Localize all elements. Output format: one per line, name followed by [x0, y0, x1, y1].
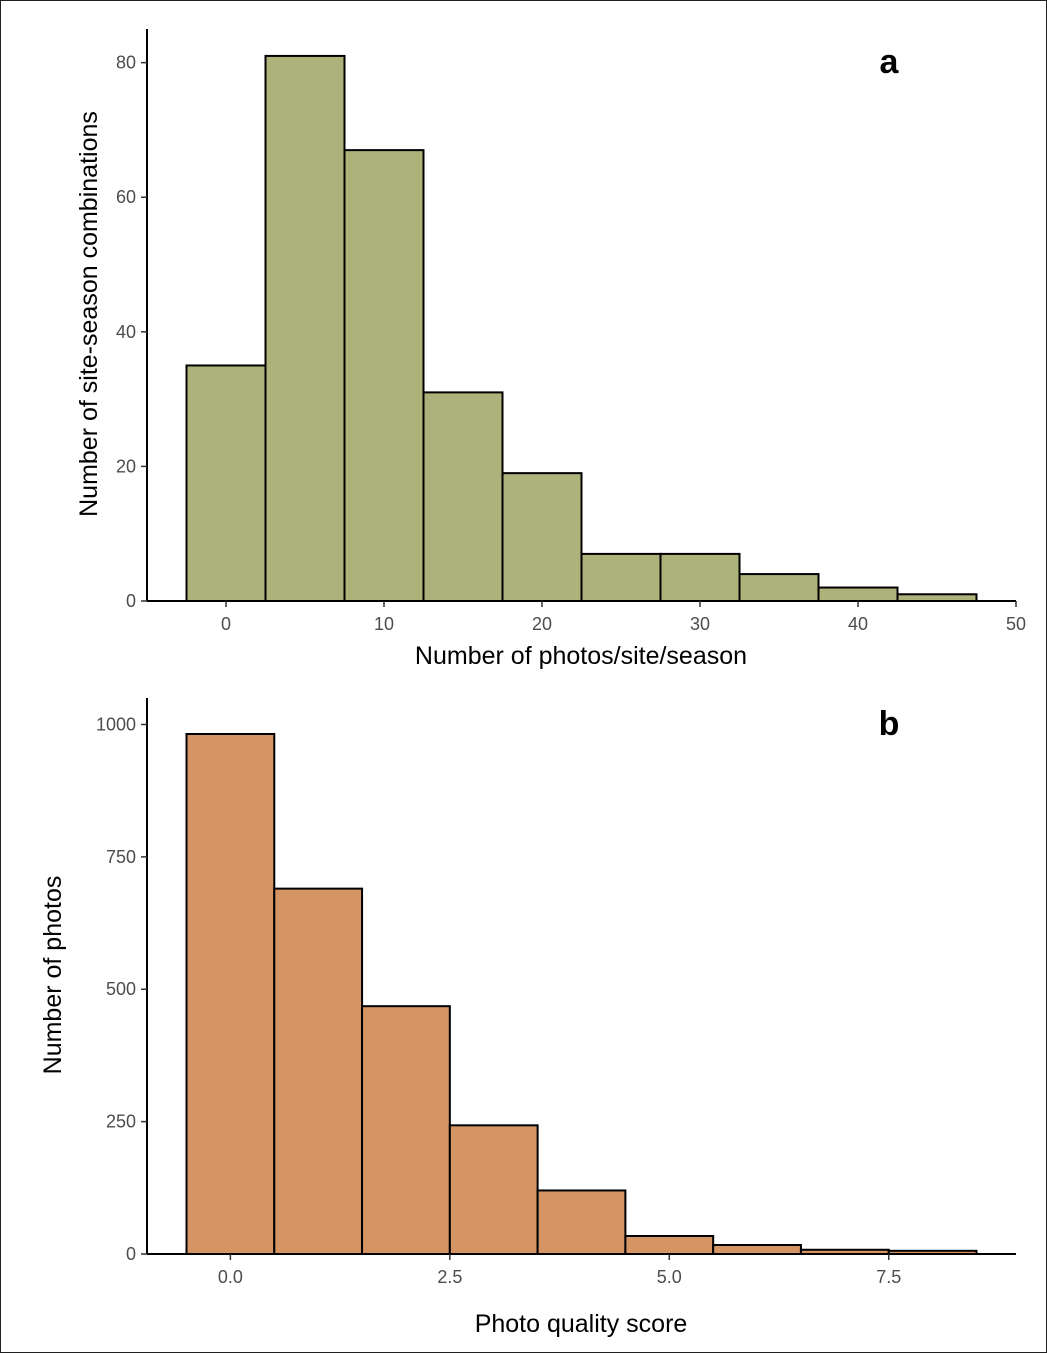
panel-a-axes: 0 20 40 60 80 0 10 20 30 40 50: [116, 29, 1026, 634]
panel-b-label: b: [879, 705, 900, 743]
panel-a-x-tick-label: 50: [1006, 614, 1026, 634]
panel-a-bar-0: [185, 364, 267, 602]
panel-b-axes: 0 250 500 750 1000 0.0 2.5 5.0 7.5: [96, 698, 1016, 1287]
panel-b-histogram: 0 250 500 750 1000 0.0 2.5 5.0 7.5 b Photo quali…: [39, 698, 1016, 1338]
panel-a-bar-9: [896, 593, 978, 602]
panel-a-y-axis-title: Number of site-season combinations: [75, 111, 103, 517]
panel-a-bar-5: [580, 552, 662, 602]
panel-b-bar-1: [273, 887, 364, 1256]
panel-a-histogram: 0 20 40 60 80 0 10 20 30 40 50 a Number of photos/…: [75, 29, 1026, 670]
panel-b-x-tick-label: 7.5: [876, 1267, 901, 1287]
panel-a-x-tick-label: 0: [221, 614, 231, 634]
panel-b-y-tick-label: 500: [106, 979, 136, 999]
panel-b-y-axis-title: Number of photos: [39, 876, 67, 1075]
panel-a-x-tick-label: 20: [532, 614, 552, 634]
panel-b-bar-3: [448, 1124, 539, 1255]
panel-a-y-tick-label: 0: [126, 591, 136, 611]
panel-b-y-tick-label: 1000: [96, 714, 136, 734]
panel-a-y-tick-label: 20: [116, 456, 136, 476]
panel-b-x-tick-label: 2.5: [437, 1267, 462, 1287]
panel-a-bars: [185, 54, 978, 603]
panel-b-bar-6: [712, 1243, 802, 1255]
panel-a-bar-3: [422, 391, 504, 603]
panel-b-y-tick-label: 0: [126, 1244, 136, 1264]
panel-a-bar-8: [817, 586, 899, 603]
panel-a-x-tick-label: 30: [690, 614, 710, 634]
panel-a-x-tick-label: 40: [848, 614, 868, 634]
panel-b-bar-0: [185, 733, 276, 1255]
panel-a-x-tick-label: 10: [374, 614, 394, 634]
panel-b-y-tick-label: 250: [106, 1112, 136, 1132]
panel-a-y-tick-label: 60: [116, 187, 136, 207]
panel-b-x-axis-title: Photo quality score: [475, 1310, 688, 1338]
panel-a-label: a: [880, 43, 900, 81]
panel-a-bar-1: [264, 54, 346, 602]
panel-a-bar-7: [738, 573, 820, 602]
panel-a-y-tick-label: 40: [116, 322, 136, 342]
panel-a-bar-4: [501, 472, 583, 602]
panel-a-bar-2: [343, 149, 425, 602]
panel-b-x-tick-label: 5.0: [657, 1267, 682, 1287]
panel-b-bar-2: [361, 1005, 451, 1255]
panel-b-x-tick-label: 0.0: [218, 1267, 243, 1287]
panel-a-y-tick-label: 80: [116, 53, 136, 73]
panel-b-bars: [185, 733, 978, 1256]
panel-a-x-axis-title: Number of photos/site/season: [415, 642, 747, 670]
panel-a-bar-6: [659, 552, 741, 602]
panel-b-bar-5: [624, 1234, 715, 1256]
panel-b-bar-4: [536, 1189, 627, 1256]
panel-b-y-tick-label: 750: [106, 847, 136, 867]
